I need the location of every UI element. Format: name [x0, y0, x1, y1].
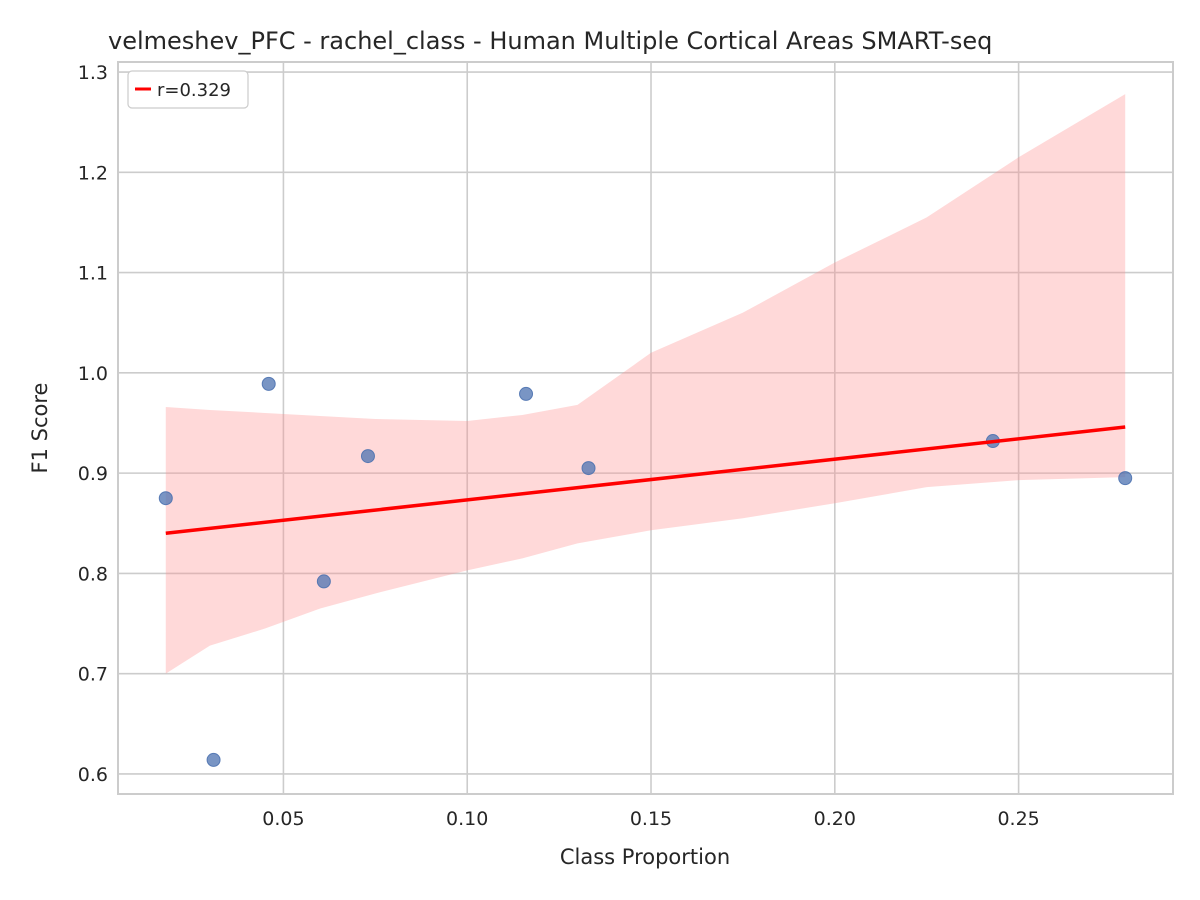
legend-label: r=0.329 [157, 80, 231, 101]
y-tick-label: 1.1 [78, 263, 108, 285]
y-tick-label: 0.8 [78, 563, 108, 585]
chart-title: velmeshev_PFC - rachel_class - Human Mul… [108, 27, 992, 55]
axes-frame [117, 61, 1174, 795]
y-tick-label: 1.0 [78, 363, 108, 385]
x-tick-label: 0.10 [446, 808, 488, 830]
data-point [581, 461, 596, 476]
y-tick-label: 0.7 [78, 664, 108, 686]
y-tick-label: 1.2 [78, 162, 108, 184]
axes-group: 0.05 0.10 0.15 0.20 0.25 0.6 0.7 0.8 0.9 1.0 1.1 1.… [78, 61, 1174, 830]
data-point [519, 386, 534, 401]
regression-line [165, 425, 1126, 536]
x-tick-label: 0.20 [814, 808, 856, 830]
x-tick-label: 0.15 [630, 808, 672, 830]
regression-group [165, 425, 1126, 536]
confidence-band-group [165, 94, 1126, 674]
data-point [261, 376, 276, 391]
data-point [1118, 471, 1133, 486]
data-point [360, 449, 375, 464]
y-axis-label: F1 Score [28, 383, 52, 474]
y-tick-label: 1.3 [78, 62, 108, 84]
data-point [158, 491, 173, 506]
data-point [316, 574, 331, 589]
legend-box [127, 70, 249, 109]
x-tick-label: 0.25 [997, 808, 1039, 830]
grid [118, 62, 1173, 794]
x-axis-label: Class Proportion [560, 845, 730, 869]
points-group [158, 376, 1133, 767]
legend: r=0.329 [127, 70, 249, 109]
y-tick-label: 0.6 [78, 764, 108, 786]
y-tick-label: 0.9 [78, 463, 108, 485]
x-tick-label: 0.05 [262, 808, 304, 830]
data-point [206, 752, 221, 767]
confidence-band [165, 94, 1126, 674]
